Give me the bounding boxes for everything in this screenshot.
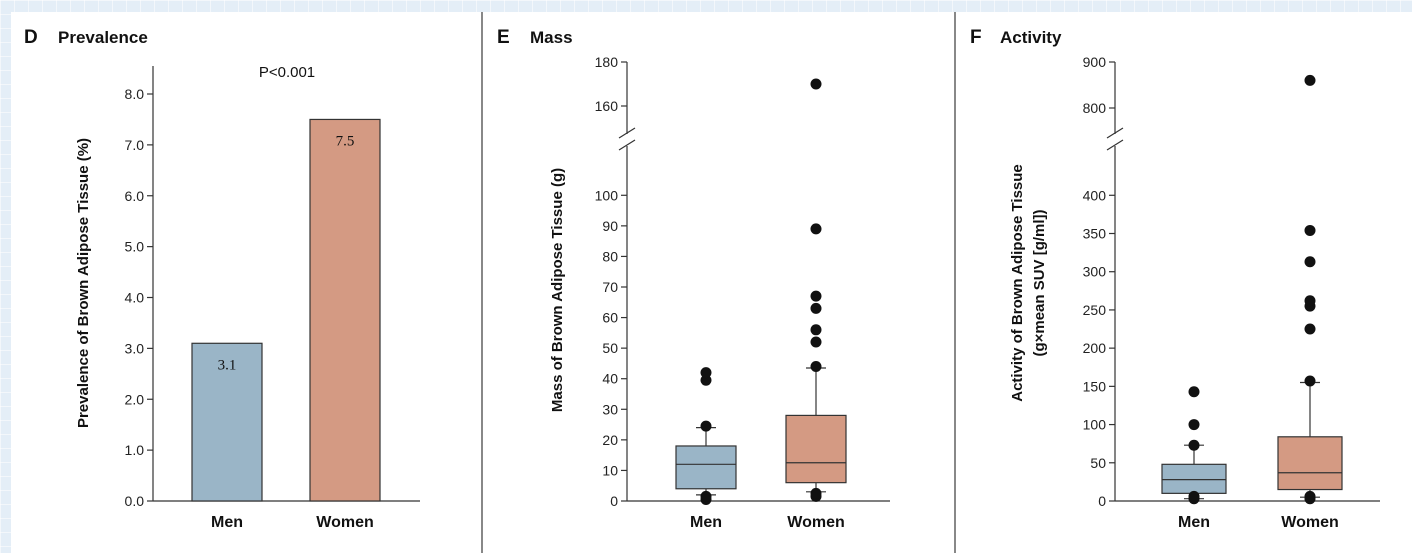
y-tick-label-prevalence: 3.0 — [125, 340, 145, 356]
panel-letter-f: F — [970, 27, 982, 48]
y-tick-label-prevalence: 8.0 — [125, 86, 145, 102]
prevalence-marks: 0.0 1.0 2.0 3.0 4.0 5.0 6.0 7.0 8.0 3.1 Men 7.5 Wome… — [125, 66, 420, 531]
y-tick-label-activity: 800 — [1083, 100, 1107, 116]
mass-marks: 0 10 20 30 40 50 60 70 80 90 100 160 180 Men Women — [595, 54, 890, 531]
y-tick-label-prevalence: 1.0 — [125, 442, 145, 458]
y-tick-label-prevalence: 5.0 — [125, 239, 145, 255]
activity-marks: 0 50 100 150 200 250 300 350 400 800 900 Men Women — [1083, 54, 1380, 531]
y-axis-label-activity-units: (g×mean SUV [g/ml]) — [1031, 209, 1048, 356]
outlier-point-men — [700, 490, 712, 502]
panel-letter-e: E — [497, 27, 510, 48]
outlier-point-women — [810, 78, 822, 90]
x-category-label-women: Women — [316, 514, 373, 531]
bar-men — [191, 342, 263, 502]
outlier-point-women — [810, 302, 822, 314]
box-women — [1277, 436, 1343, 491]
outlier-point-women — [810, 487, 822, 499]
panel-prevalence: D Prevalence Prevalence of Brown Adipose… — [24, 27, 420, 531]
axis-break-mark-activity — [1106, 139, 1124, 151]
y-tick-label-mass: 10 — [602, 462, 618, 478]
outlier-point-women — [1304, 375, 1316, 387]
outlier-point-men — [1188, 439, 1200, 451]
box-men — [1161, 463, 1227, 494]
y-tick-label-mass: 0 — [610, 493, 618, 509]
box-men — [675, 445, 737, 490]
outlier-point-women — [1304, 295, 1316, 307]
y-tick-label-activity: 300 — [1083, 264, 1107, 280]
outlier-point-women — [1304, 74, 1316, 86]
outlier-point-men — [700, 420, 712, 432]
y-tick-label-activity: 50 — [1090, 455, 1106, 471]
panel-activity: F Activity Activity of Brown Adipose Tis… — [970, 27, 1380, 531]
axis-break-mark-mass — [618, 127, 636, 139]
y-tick-label-activity: 900 — [1083, 54, 1107, 70]
y-tick-label-activity: 0 — [1098, 493, 1106, 509]
y-tick-label-prevalence: 6.0 — [125, 188, 145, 204]
outlier-point-men — [700, 374, 712, 386]
y-tick-label-mass: 50 — [602, 340, 618, 356]
outlier-point-men — [1188, 386, 1200, 398]
bar-women — [309, 118, 381, 502]
outlier-point-women — [810, 290, 822, 302]
x-category-label-women: Women — [787, 514, 844, 531]
panel-mass: E Mass Mass of Brown Adipose Tissue (g) … — [497, 27, 890, 531]
outlier-point-women — [1304, 323, 1316, 335]
bar-value-label-men: 3.1 — [218, 357, 237, 373]
y-tick-label-mass: 60 — [602, 310, 618, 326]
outlier-point-women — [810, 360, 822, 372]
y-tick-label-activity: 200 — [1083, 340, 1107, 356]
outlier-point-women — [810, 324, 822, 336]
axis-break-mark-activity — [1106, 127, 1124, 139]
y-tick-label-prevalence: 7.0 — [125, 137, 145, 153]
outlier-point-men — [1188, 419, 1200, 431]
x-category-label-men: Men — [690, 514, 722, 531]
outlier-point-women — [810, 223, 822, 235]
x-category-label-women: Women — [1281, 514, 1338, 531]
y-tick-label-prevalence: 4.0 — [125, 290, 145, 306]
y-tick-label-activity: 250 — [1083, 302, 1107, 318]
y-axis-label-prevalence: Prevalence of Brown Adipose Tissue (%) — [75, 138, 92, 428]
panel-title-mass: Mass — [530, 28, 573, 47]
panel-title-activity: Activity — [1000, 28, 1062, 47]
y-axis-label-activity: Activity of Brown Adipose Tissue — [1009, 164, 1026, 402]
y-tick-label-mass: 80 — [602, 248, 618, 264]
outlier-point-women — [1304, 256, 1316, 268]
y-tick-label-activity: 400 — [1083, 187, 1107, 203]
y-tick-label-activity: 100 — [1083, 417, 1107, 433]
y-tick-label-prevalence: 2.0 — [125, 391, 145, 407]
axis-break-mark-mass — [618, 139, 636, 151]
outlier-point-women — [1304, 224, 1316, 236]
y-tick-label-prevalence: 0.0 — [125, 493, 145, 509]
y-tick-label-mass: 40 — [602, 371, 618, 387]
outlier-point-men — [1188, 490, 1200, 502]
x-category-label-men: Men — [1178, 514, 1210, 531]
y-axis-label-mass: Mass of Brown Adipose Tissue (g) — [549, 168, 566, 412]
box-women — [785, 414, 847, 484]
y-tick-label-mass: 100 — [595, 187, 619, 203]
outlier-point-women — [1304, 490, 1316, 502]
panel-title-prevalence: Prevalence — [58, 28, 148, 47]
y-tick-label-mass: 90 — [602, 218, 618, 234]
outlier-point-men — [700, 367, 712, 379]
y-tick-label-activity: 350 — [1083, 226, 1107, 242]
y-tick-label-mass: 180 — [595, 54, 619, 70]
x-category-label-men: Men — [211, 514, 243, 531]
y-tick-label-activity: 150 — [1083, 378, 1107, 394]
outlier-point-women — [810, 336, 822, 348]
y-tick-label-mass: 20 — [602, 432, 618, 448]
y-tick-label-mass: 70 — [602, 279, 618, 295]
y-tick-label-mass: 30 — [602, 401, 618, 417]
p-value-annotation: P<0.001 — [259, 64, 315, 81]
panel-letter-d: D — [24, 27, 38, 48]
bar-value-label-women: 7.5 — [336, 133, 355, 149]
y-tick-label-mass: 160 — [595, 98, 619, 114]
